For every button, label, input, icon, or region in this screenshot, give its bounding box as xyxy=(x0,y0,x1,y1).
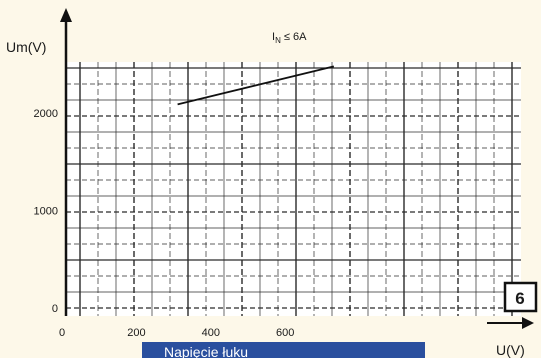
y-axis-arrow xyxy=(60,8,72,22)
plot-area xyxy=(66,62,521,316)
y-tick-label: 2000 xyxy=(34,108,58,120)
x-tick-label: 200 xyxy=(127,327,145,339)
x-tick-label: 400 xyxy=(202,327,220,339)
x-tick-label: 0 xyxy=(59,327,65,339)
y-tick-label: 0 xyxy=(52,303,58,315)
y-tick-labels: 0 1000 2000 xyxy=(34,108,58,315)
figure-badge xyxy=(503,281,538,313)
y-tick-label: 1000 xyxy=(34,206,58,218)
grid xyxy=(66,62,521,316)
caption-bar: Napięcie łuku xyxy=(142,342,425,358)
annotation-rest: ≤ 6A xyxy=(281,31,307,43)
series-group xyxy=(177,65,335,106)
x-tick-labels: 0 200 400 600 xyxy=(59,327,294,339)
x-axis-label: U(V) xyxy=(496,342,525,358)
annotation-main: I xyxy=(272,31,275,43)
annotation-sub: N xyxy=(275,36,281,45)
current-annotation: IN ≤ 6A xyxy=(272,31,307,45)
y-axis-label: Um(V) xyxy=(6,39,46,55)
figure-badge-number: 6 xyxy=(515,289,524,308)
x-axis-arrow xyxy=(522,317,534,329)
caption-text: Napięcie łuku xyxy=(164,344,249,358)
x-tick-label: 600 xyxy=(276,327,294,339)
series-line xyxy=(177,65,335,106)
